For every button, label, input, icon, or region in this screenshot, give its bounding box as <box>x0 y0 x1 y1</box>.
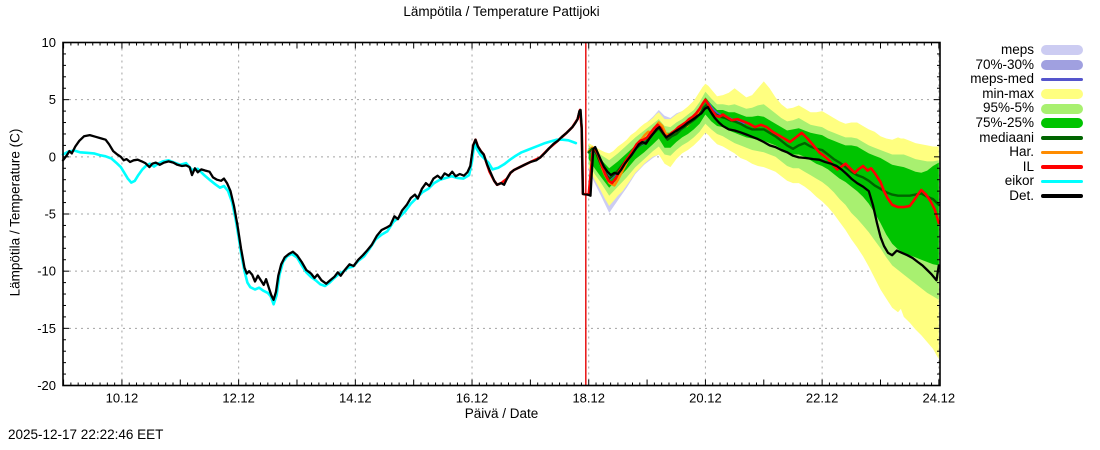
y-tick-label: 10 <box>42 35 56 50</box>
legend-label-meps: meps <box>1000 42 1034 57</box>
legend-label-eikor: eikor <box>1004 173 1034 189</box>
legend-item-meps: meps <box>1000 42 1083 58</box>
legend-label-min-max: min-max <box>982 85 1034 101</box>
legend-item-95-5: 95%-5% <box>983 101 1083 116</box>
legend-label-det: Det. <box>1009 187 1034 203</box>
band-95-5- <box>588 91 939 300</box>
chart-title: Lämpötila / Temperature Pattijoki <box>403 4 600 19</box>
legend-item-eikor: eikor <box>1005 174 1083 189</box>
legend-swatch-il <box>1041 165 1083 169</box>
legend-label-75-25: 75%-25% <box>975 114 1034 130</box>
legend-swatch-mediaani <box>1041 136 1083 140</box>
x-tick-label: 24.12 <box>923 391 956 406</box>
legend-swatch-meps <box>1041 45 1083 56</box>
legend-swatch-95-5 <box>1041 103 1083 114</box>
legend-swatch-meps-med <box>1041 77 1083 82</box>
legend-item-75-25: 75%-25% <box>975 114 1083 131</box>
x-tick-label: 14.12 <box>339 391 372 406</box>
legend-label-il: IL <box>1022 158 1034 174</box>
legend-label-mediaani: mediaani <box>979 129 1034 145</box>
y-tick-label: -15 <box>37 321 56 336</box>
legend-swatch-min-max <box>1041 89 1083 100</box>
legend-item-har: Har. <box>1009 145 1083 160</box>
x-tick-label: 22.12 <box>806 391 839 406</box>
series-eikor <box>61 138 578 306</box>
x-tick-label: 20.12 <box>689 391 722 406</box>
series-det- <box>61 105 940 301</box>
y-tick-label: 0 <box>49 149 56 164</box>
legend-label-har: Har. <box>1009 144 1034 160</box>
x-tick-label: 10.12 <box>106 391 139 406</box>
legend-swatch-75-25 <box>1041 118 1083 129</box>
x-tick-label: 12.12 <box>222 391 255 406</box>
legend-item-mediaani: mediaani <box>979 129 1083 146</box>
band-75-25- <box>588 97 939 266</box>
legend-item-70-30: 70%-30% <box>975 56 1083 73</box>
legend: meps 70%-30% meps-med min-max 95%-5% 75%-25% m… <box>970 42 1083 204</box>
x-axis-label: Päivä / Date <box>464 406 539 421</box>
legend-swatch-det <box>1041 194 1083 198</box>
legend-item-det: Det. <box>1009 187 1083 204</box>
x-tick-label: 16.12 <box>456 391 489 406</box>
legend-item-meps-med: meps-med <box>970 72 1083 87</box>
y-tick-label: -5 <box>44 207 56 222</box>
legend-item-min-max: min-max <box>982 85 1083 102</box>
legend-swatch-har <box>1041 150 1083 155</box>
timestamp: 2025-12-17 22:22:46 EET <box>8 427 164 442</box>
legend-swatch-70-30 <box>1041 59 1083 70</box>
legend-swatch-eikor <box>1041 179 1083 184</box>
x-tick-label: 18.12 <box>572 391 605 406</box>
legend-label-95-5: 95%-5% <box>982 100 1034 116</box>
y-tick-label: -20 <box>37 378 56 393</box>
y-tick-label: 5 <box>49 92 56 107</box>
legend-label-70-30: 70%-30% <box>975 56 1034 72</box>
legend-label-meps-med: meps-med <box>970 71 1034 87</box>
y-axis-label: Lämpötila / Temperature (C) <box>7 128 23 297</box>
legend-item-il: IL <box>1022 158 1083 175</box>
y-tick-label: -10 <box>37 264 56 279</box>
